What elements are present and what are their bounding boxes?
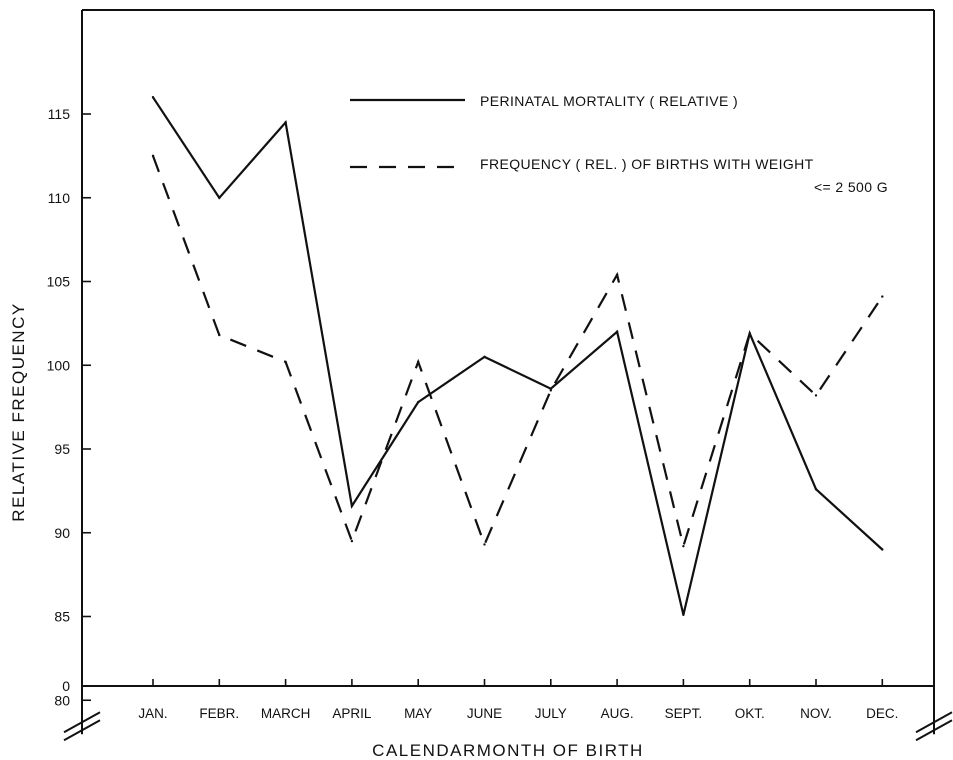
data-point-perinatal-mortality	[682, 613, 685, 617]
legend-label-mortality: PERINATAL MORTALITY ( RELATIVE )	[480, 93, 738, 109]
data-point-perinatal-mortality	[284, 121, 287, 124]
legend-label-low-birthweight-line2: <= 2 500 G	[814, 179, 888, 195]
x-axis-title: CALENDARMONTH OF BIRTH	[372, 741, 644, 760]
x-tick-label: MAY	[404, 706, 432, 721]
y-tick-label: 100	[47, 357, 71, 373]
series-layer	[151, 96, 884, 617]
data-point-perinatal-mortality	[881, 548, 884, 551]
y-tick-label: 115	[48, 106, 71, 122]
data-point-low-birthweight	[615, 273, 619, 276]
data-point-perinatal-mortality	[549, 387, 552, 390]
y-tick-label: 85	[54, 609, 70, 625]
data-point-low-birthweight	[881, 295, 884, 298]
y-tick-label: 95	[54, 441, 70, 457]
data-point-perinatal-mortality	[483, 355, 486, 359]
data-point-perinatal-mortality	[218, 196, 221, 199]
data-point-low-birthweight	[483, 543, 486, 546]
axis-break-right-upper	[915, 711, 953, 734]
y-tick-label: 80	[54, 692, 70, 708]
axis-break-right-lower	[915, 719, 953, 742]
y-tick-label: 105	[47, 274, 71, 290]
x-tick-label: SEPT.	[665, 706, 703, 721]
legend: PERINATAL MORTALITY ( RELATIVE ) FREQUEN…	[350, 93, 888, 195]
series-line-perinatal-mortality	[152, 96, 884, 616]
data-point-perinatal-mortality	[151, 96, 155, 99]
data-point-low-birthweight	[682, 544, 685, 548]
x-tick-label: MARCH	[261, 706, 311, 721]
x-tick-label: FEBR.	[199, 706, 239, 721]
data-point-low-birthweight	[218, 333, 221, 337]
x-axis: JAN. FEBR. MARCH APRIL MAY JUNE JULY AUG. SEPT. O…	[138, 679, 898, 721]
data-point-perinatal-mortality	[350, 504, 354, 508]
x-tick-label: JULY	[535, 706, 567, 721]
y-origin-label: 0	[62, 678, 70, 694]
x-tick-label: APRIL	[332, 706, 372, 721]
axis-break-left-lower	[63, 719, 101, 742]
x-tick-label: JUNE	[467, 706, 502, 721]
y-tick-label: 90	[54, 525, 70, 541]
x-tick-label: DEC.	[866, 706, 898, 721]
data-point-low-birthweight	[350, 539, 354, 543]
x-tick-label: NOV.	[800, 706, 832, 721]
y-axis-title: RELATIVE FREQUENCY	[9, 302, 28, 521]
legend-label-low-birthweight: FREQUENCY ( REL. ) OF BIRTHS WITH WEIGHT	[480, 156, 814, 172]
series-line-low-birthweight	[151, 155, 884, 551]
data-point-low-birthweight	[151, 154, 155, 158]
data-point-perinatal-mortality	[417, 400, 420, 404]
plot-frame	[63, 9, 953, 742]
x-tick-label: JAN.	[138, 706, 167, 721]
data-point-low-birthweight	[284, 360, 287, 364]
y-tick-label: 110	[48, 190, 71, 206]
data-point-perinatal-mortality	[814, 488, 818, 491]
data-point-low-birthweight	[748, 332, 751, 335]
x-tick-label: OKT.	[735, 706, 765, 721]
data-point-low-birthweight	[549, 389, 552, 392]
y-axis: 80 85 90 95 100 105 110 115 0	[47, 106, 91, 708]
data-point-perinatal-mortality	[615, 330, 619, 333]
x-tick-label: AUG.	[601, 706, 634, 721]
data-point-low-birthweight	[417, 360, 420, 364]
axis-break-left-upper	[63, 711, 101, 734]
data-point-low-birthweight	[814, 394, 818, 397]
